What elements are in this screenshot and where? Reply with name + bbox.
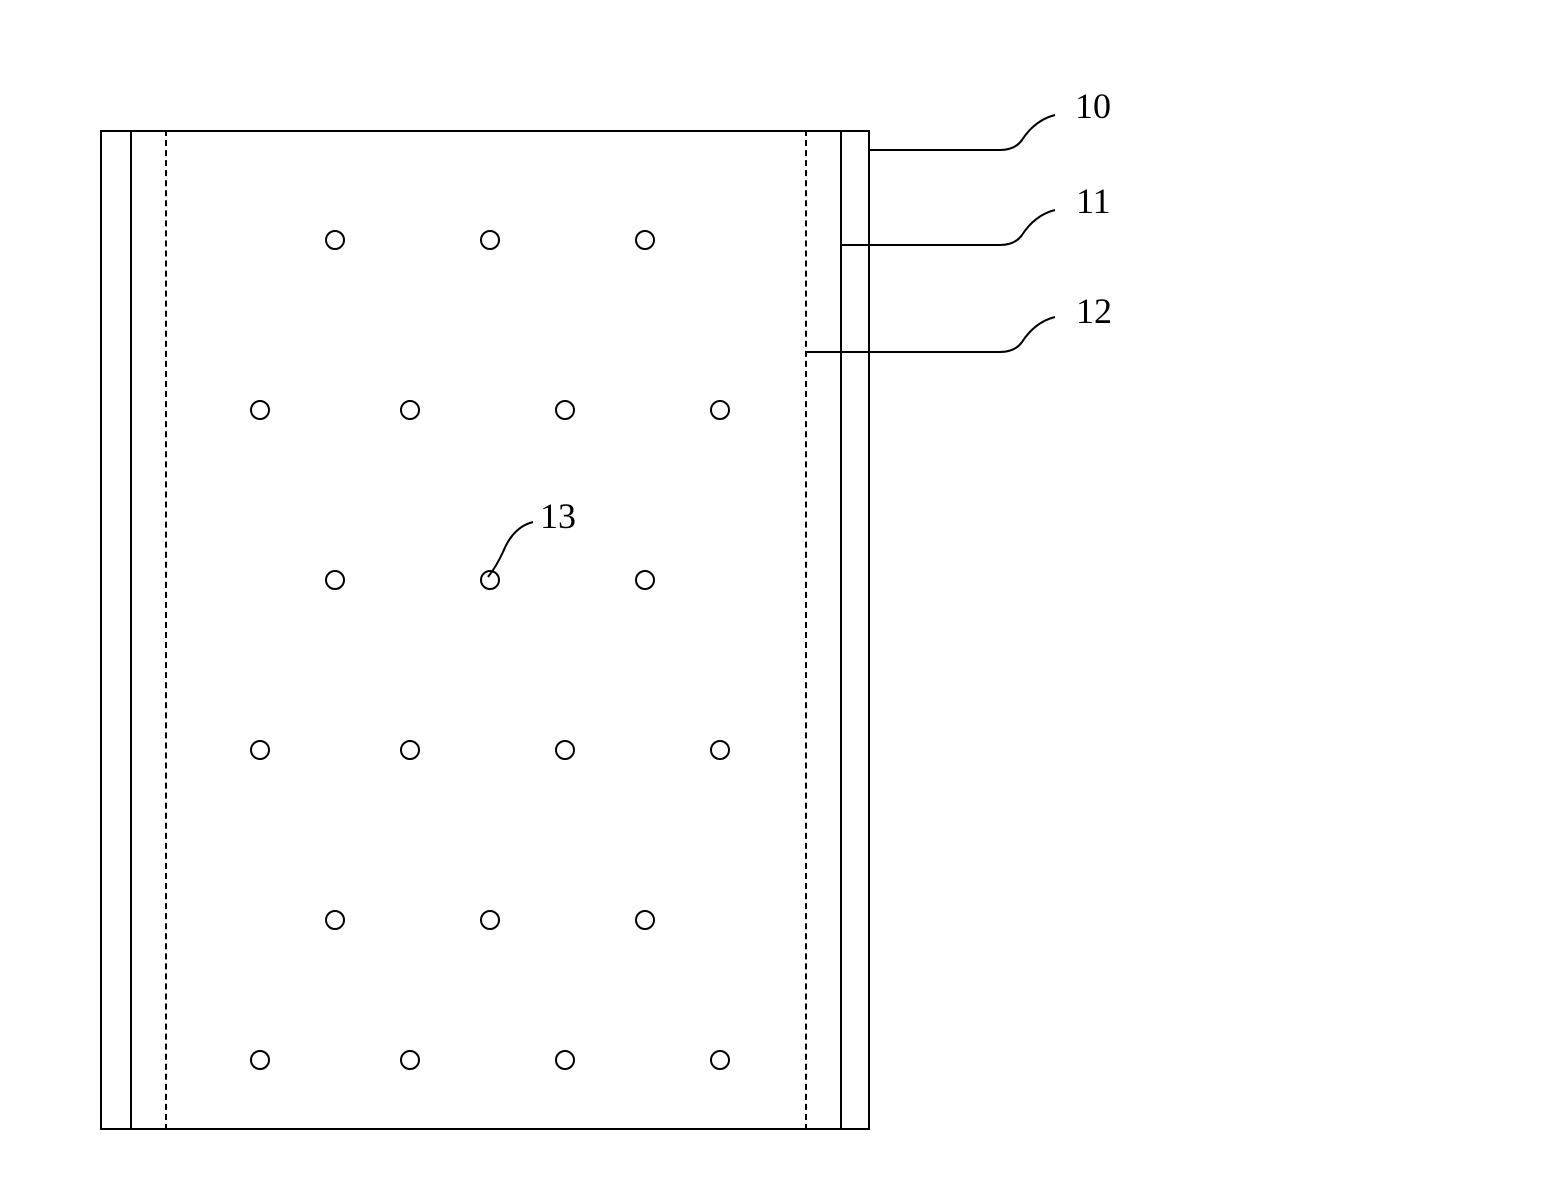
circle-13 (710, 740, 730, 760)
ref-label-12: 12 (1076, 290, 1112, 332)
circle-13 (635, 570, 655, 590)
circle-13 (555, 740, 575, 760)
inner-line-left-11 (130, 130, 132, 1130)
circle-13 (400, 400, 420, 420)
circle-13 (325, 570, 345, 590)
circle-13 (400, 740, 420, 760)
circle-13 (710, 1050, 730, 1070)
dashed-line-left-12 (165, 130, 167, 1130)
circle-13 (400, 1050, 420, 1070)
ref-label-10: 10 (1075, 85, 1111, 127)
circle-13 (325, 910, 345, 930)
circle-13 (635, 910, 655, 930)
ref-label-13: 13 (540, 495, 576, 537)
inner-line-right-11 (840, 130, 842, 1130)
lead-curve-10 (870, 100, 1070, 170)
ref-label-11: 11 (1076, 180, 1111, 222)
circle-13 (480, 230, 500, 250)
circle-13 (555, 400, 575, 420)
figure-container (100, 130, 870, 1130)
circle-13 (325, 230, 345, 250)
circle-13 (635, 230, 655, 250)
lead-curve-11 (840, 195, 1070, 265)
circle-13 (555, 1050, 575, 1070)
outer-rect-10 (100, 130, 870, 1130)
circle-13 (250, 1050, 270, 1070)
dashed-line-right-12 (805, 130, 807, 1130)
circle-13 (480, 910, 500, 930)
circle-13 (250, 740, 270, 760)
circle-13 (710, 400, 730, 420)
circle-13 (250, 400, 270, 420)
lead-curve-12 (805, 302, 1070, 372)
